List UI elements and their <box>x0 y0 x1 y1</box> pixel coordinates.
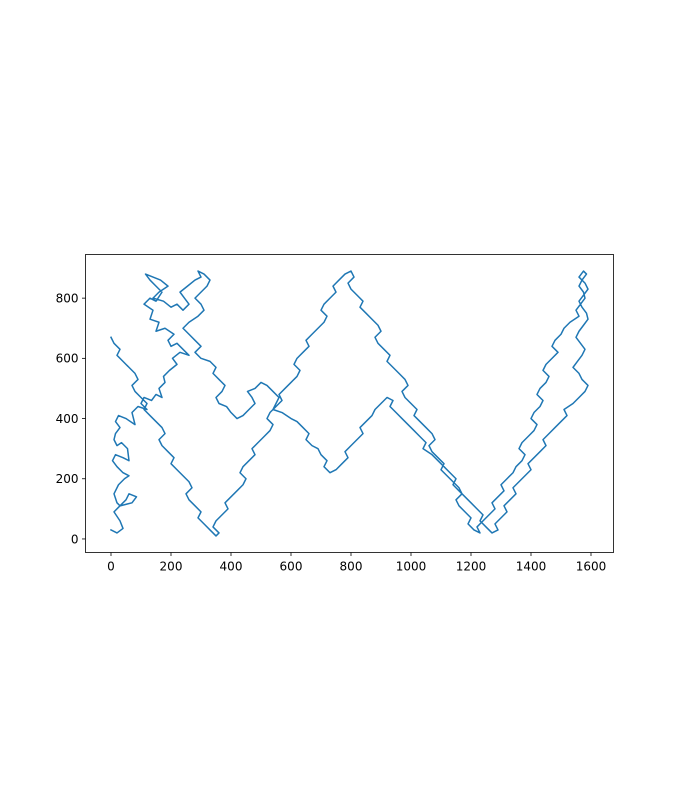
x-tick-label: 600 <box>280 560 303 574</box>
x-tick-label: 0 <box>107 560 115 574</box>
x-tick-label: 1600 <box>576 560 607 574</box>
x-tick-label: 800 <box>340 560 363 574</box>
y-tick-label: 400 <box>56 412 79 426</box>
x-tick-label: 1000 <box>396 560 427 574</box>
x-tick-label: 400 <box>220 560 243 574</box>
plot-area <box>109 270 589 537</box>
series-line-tour <box>109 270 589 537</box>
x-tick-label: 1200 <box>456 560 487 574</box>
axes: 0 200 400 600 800 1000 1200 1400 1600 0 200 400 600 8… <box>56 254 614 574</box>
y-tick-label: 800 <box>56 291 79 305</box>
y-tick-label: 0 <box>71 532 79 546</box>
y-tick-label: 600 <box>56 352 79 366</box>
y-tick-label: 200 <box>56 472 79 486</box>
x-tick-label: 200 <box>160 560 183 574</box>
axes-frame <box>85 254 614 553</box>
x-tick-label: 1400 <box>516 560 547 574</box>
